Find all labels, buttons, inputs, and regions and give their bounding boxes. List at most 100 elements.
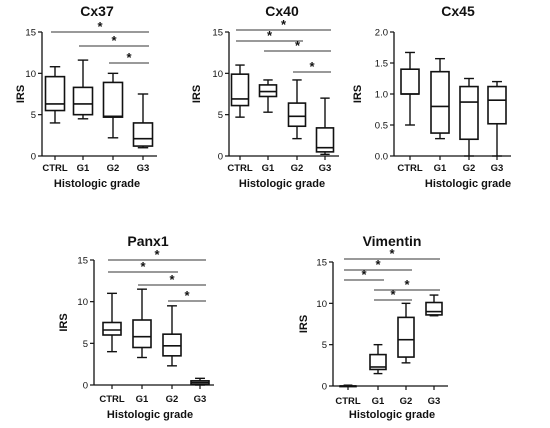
category-label: CTRL	[99, 394, 125, 405]
iqr-box	[258, 84, 278, 98]
y-tick-label: 0.5	[375, 121, 388, 132]
y-axis-label: IRS	[352, 85, 364, 103]
iqr-box	[132, 319, 152, 349]
category-label: CTRL	[227, 163, 253, 174]
category-label: G2	[166, 394, 179, 405]
panel-title: Cx45	[441, 3, 475, 19]
iqr-box	[162, 333, 182, 357]
y-tick-label: 5	[83, 339, 88, 350]
y-tick-label: 15	[77, 256, 88, 267]
iqr-box	[230, 73, 250, 107]
box-g2	[459, 77, 479, 157]
category-label: G2	[400, 396, 413, 407]
category-label: CTRL	[42, 163, 68, 174]
iqr-box	[287, 102, 307, 128]
significance-star: *	[281, 17, 287, 32]
box-g3	[132, 93, 154, 149]
panel-cx37: Cx37 0 5 10 15 IRS CTRL G1 G2 G3 Histologic grade *…	[15, 3, 157, 190]
box-ctrl	[339, 384, 357, 388]
box-g1	[72, 59, 94, 120]
y-tick-label: 10	[212, 69, 223, 80]
y-tick-label: 0.0	[375, 152, 388, 163]
category-label: CTRL	[335, 396, 361, 407]
iqr-box	[102, 81, 124, 118]
category-label: G3	[319, 163, 332, 174]
y-tick-label: 1.0	[375, 90, 388, 101]
iqr-box	[459, 85, 479, 141]
category-label: G1	[372, 396, 385, 407]
box-g2	[102, 72, 124, 139]
panel-title: Cx37	[80, 3, 114, 19]
y-axis-label: IRS	[15, 85, 27, 103]
y-tick-label: 2.0	[375, 28, 388, 39]
box-g3	[425, 294, 443, 317]
category-label: G3	[194, 394, 207, 405]
significance-star: *	[375, 257, 381, 272]
y-axis-label: IRS	[58, 313, 70, 331]
y-tick-label: 5	[31, 110, 36, 121]
significance-star: *	[169, 272, 175, 287]
category-label: G2	[291, 163, 304, 174]
box-g1	[430, 57, 450, 140]
y-tick-label: 10	[77, 297, 88, 308]
significance-star: *	[154, 247, 160, 262]
significance-star: *	[390, 287, 396, 302]
x-axis-label: Histologic grade	[425, 178, 511, 190]
box-ctrl	[102, 292, 122, 353]
panel-title: Panx1	[127, 233, 168, 249]
box-g1	[369, 343, 387, 375]
iqr-box	[315, 127, 335, 153]
iqr-box	[44, 75, 66, 112]
category-label: G3	[137, 163, 150, 174]
x-axis-label: Histologic grade	[239, 178, 325, 190]
significance-star: *	[404, 277, 410, 292]
y-tick-label: 15	[25, 28, 36, 39]
box-g2	[287, 79, 307, 140]
significance-star: *	[361, 267, 367, 282]
y-axis-label: IRS	[191, 85, 203, 103]
box-ctrl	[400, 51, 420, 126]
category-label: G3	[491, 163, 504, 174]
category-label: G2	[107, 163, 120, 174]
panel-cx40: Cx40 0 5 10 15 IRS CTRL G1 G2 G3 Histologic grade *…	[191, 3, 339, 190]
category-label: G2	[463, 163, 476, 174]
panel-title: Vimentin	[363, 233, 422, 249]
panel-cx45: Cx45 0.0 0.5 1.0 1.5 2.0 IRS CTRL G1 G2 G3 Histolog…	[352, 3, 511, 190]
y-tick-label: 5	[218, 110, 223, 121]
iqr-box	[425, 301, 443, 316]
box-g2	[397, 302, 415, 364]
y-tick-label: 5	[322, 340, 327, 351]
iqr-box	[369, 353, 387, 371]
panel-vimentin: Vimentin 0 5 10 15 IRS CTRL G1 G2 G3 Histologic gr…	[298, 233, 448, 421]
x-axis-label: Histologic grade	[54, 178, 140, 190]
iqr-box	[397, 316, 415, 358]
y-tick-label: 15	[316, 258, 327, 269]
box-g3	[487, 80, 507, 157]
panel-title: Cx40	[265, 3, 299, 19]
category-label: G1	[262, 163, 275, 174]
y-tick-label: 0	[218, 152, 223, 163]
box-g3	[190, 377, 210, 386]
significance-star: *	[184, 288, 190, 303]
category-label: G3	[428, 396, 441, 407]
y-tick-label: 0	[322, 382, 327, 393]
y-tick-label: 0	[83, 381, 88, 392]
significance-star: *	[126, 50, 132, 65]
category-label: G1	[434, 163, 447, 174]
x-axis-label: Histologic grade	[107, 409, 193, 421]
y-tick-label: 1.5	[375, 59, 388, 70]
box-ctrl	[230, 64, 250, 118]
iqr-box	[132, 122, 154, 147]
iqr-box	[72, 86, 94, 116]
y-tick-label: 10	[25, 69, 36, 80]
category-label: G1	[136, 394, 149, 405]
box-g2	[162, 305, 182, 367]
iqr-box	[400, 68, 420, 95]
box-ctrl	[44, 66, 66, 124]
box-g3	[315, 97, 335, 156]
x-axis-label: Histologic grade	[349, 409, 435, 421]
y-tick-label: 0	[31, 152, 36, 163]
y-axis-label: IRS	[298, 315, 310, 333]
